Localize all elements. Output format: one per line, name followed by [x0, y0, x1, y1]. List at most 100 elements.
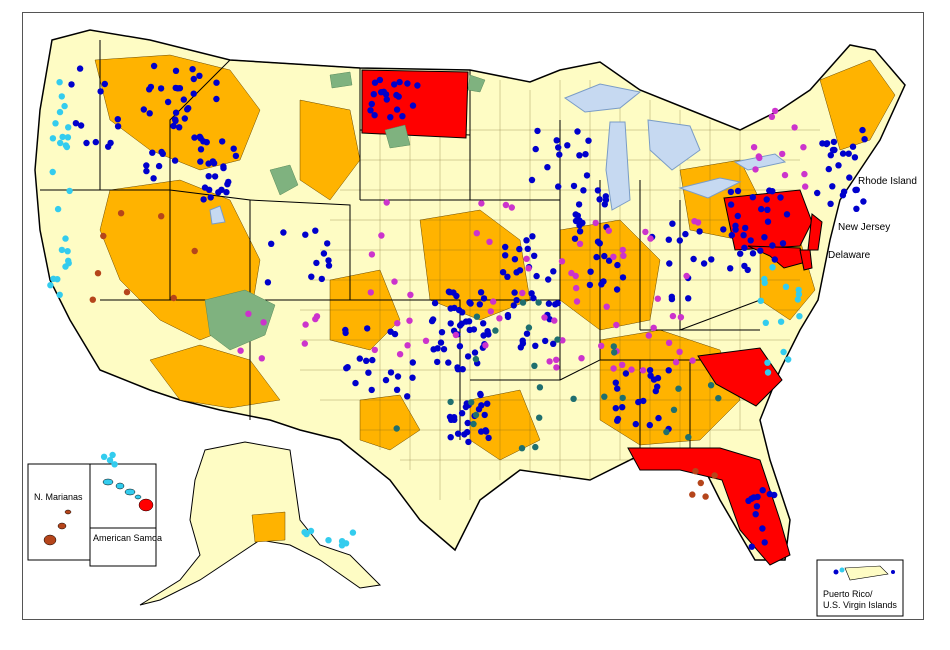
site-point — [180, 96, 187, 103]
site-point — [454, 366, 462, 373]
site-point — [72, 120, 80, 127]
site-point — [610, 343, 617, 350]
site-point — [554, 336, 561, 343]
site-point — [764, 369, 772, 376]
site-point — [519, 289, 526, 297]
site-point — [682, 230, 689, 238]
site-point — [391, 278, 398, 285]
site-point — [525, 265, 532, 272]
site-point — [191, 247, 198, 255]
site-point — [642, 228, 649, 236]
site-point — [535, 299, 542, 306]
site-point — [669, 312, 677, 320]
site-point — [237, 347, 244, 354]
site-point — [802, 183, 809, 190]
site-point — [174, 85, 181, 92]
site-point — [553, 364, 560, 371]
site-point — [206, 186, 213, 193]
site-point — [622, 370, 630, 377]
site-point — [696, 228, 703, 235]
label-american-samoa: American Samoa — [93, 533, 162, 543]
site-point — [213, 79, 220, 86]
site-point — [343, 365, 350, 372]
site-point — [669, 220, 676, 227]
site-point — [752, 166, 759, 173]
site-point — [780, 348, 787, 356]
site-point — [614, 415, 622, 423]
site-point — [368, 251, 376, 258]
site-point — [114, 116, 122, 123]
site-point — [219, 138, 226, 145]
site-point — [50, 275, 57, 282]
site-point — [801, 170, 808, 178]
site-point — [409, 374, 416, 381]
site-point — [814, 189, 821, 197]
site-point — [734, 212, 741, 220]
site-point — [365, 369, 372, 376]
site-point — [610, 253, 617, 260]
site-point — [697, 479, 704, 487]
site-point — [440, 346, 448, 353]
site-point — [536, 384, 544, 391]
site-point — [472, 355, 480, 363]
site-point — [827, 200, 834, 207]
site-point — [752, 511, 759, 518]
site-point — [518, 445, 526, 452]
site-point — [839, 192, 847, 199]
site-point — [318, 275, 325, 283]
site-point — [313, 313, 321, 320]
site-point — [529, 233, 536, 240]
site-point — [675, 385, 682, 392]
site-point — [438, 329, 446, 336]
site-point — [846, 174, 853, 181]
site-point — [689, 491, 696, 498]
site-point — [545, 276, 552, 283]
site-point — [496, 315, 503, 322]
site-point — [519, 299, 527, 306]
site-point — [383, 199, 390, 206]
site-point — [639, 367, 647, 374]
site-point — [508, 204, 515, 211]
site-point — [592, 219, 599, 227]
site-point — [196, 72, 203, 80]
site-point — [800, 144, 807, 151]
site-point — [264, 279, 272, 286]
site-point — [382, 91, 390, 98]
site-point — [728, 231, 735, 239]
site-point — [573, 284, 580, 292]
site-point — [101, 80, 109, 88]
site-point — [61, 102, 68, 110]
site-point — [749, 250, 757, 257]
site-point — [551, 317, 558, 324]
site-point — [791, 124, 798, 131]
site-point — [628, 366, 635, 373]
site-point — [58, 246, 66, 254]
site-point — [700, 260, 708, 267]
tribal-areas — [204, 71, 486, 351]
site-point — [530, 294, 537, 302]
site-point — [702, 493, 709, 500]
site-point — [480, 320, 487, 327]
site-point — [158, 213, 165, 220]
south-carolina — [697, 347, 783, 407]
site-point — [761, 279, 768, 286]
site-point — [727, 201, 735, 208]
site-point — [711, 472, 718, 479]
site-point — [490, 298, 497, 305]
site-point — [447, 320, 454, 327]
site-point — [404, 393, 411, 400]
inset-puerto-rico — [816, 559, 904, 617]
site-point — [404, 80, 411, 87]
site-point — [576, 228, 584, 235]
site-point — [601, 393, 608, 400]
site-point — [65, 260, 72, 267]
site-point — [123, 288, 131, 296]
site-point — [367, 289, 374, 296]
site-point — [748, 495, 755, 502]
site-point — [150, 175, 157, 182]
site-point — [576, 152, 583, 159]
site-point — [555, 183, 562, 190]
site-point — [448, 416, 455, 423]
site-point — [744, 266, 751, 274]
site-point — [480, 332, 487, 339]
